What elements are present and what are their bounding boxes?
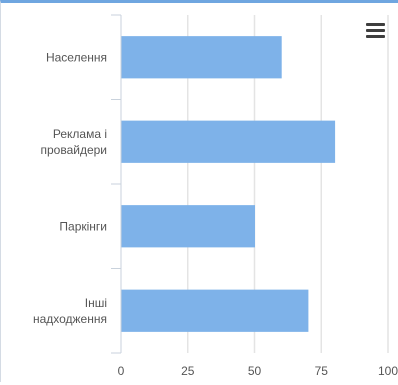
x-tick-label: 0: [118, 364, 125, 378]
category-label: Інші: [85, 296, 107, 310]
bar-0: [121, 36, 282, 79]
x-tick-label: 25: [181, 364, 195, 378]
bar-chart: Населення Реклама і провайдери Паркінги Інші…: [33, 14, 398, 378]
bar-3: [121, 289, 309, 332]
chart-menu-button[interactable]: [361, 19, 389, 43]
category-label: провайдери: [40, 143, 107, 157]
category-label: Реклама і: [53, 127, 107, 141]
bar-1: [121, 120, 336, 163]
bar-2: [121, 205, 255, 248]
x-tick-label: 100: [378, 364, 398, 378]
category-label: надходження: [33, 312, 107, 326]
x-tick-label: 50: [248, 364, 262, 378]
category-label: Паркінги: [59, 219, 107, 233]
category-label: Населення: [46, 50, 107, 64]
x-tick-label: 75: [315, 364, 329, 378]
hamburger-menu-icon: [366, 23, 385, 26]
